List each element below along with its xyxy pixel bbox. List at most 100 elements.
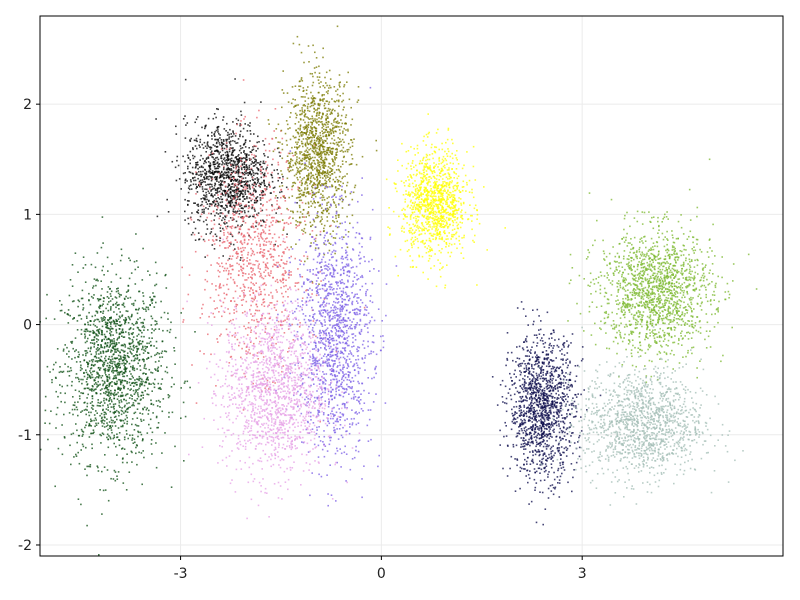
- data-point: [96, 326, 98, 328]
- data-point: [92, 297, 94, 299]
- data-point: [108, 376, 111, 378]
- data-point: [97, 330, 100, 333]
- data-point: [257, 265, 260, 267]
- data-point: [195, 193, 197, 195]
- data-point: [317, 135, 319, 138]
- data-point: [307, 169, 309, 171]
- data-point: [311, 202, 314, 205]
- data-point: [300, 51, 303, 54]
- data-point: [226, 202, 229, 205]
- data-point: [119, 351, 121, 354]
- data-point: [89, 424, 91, 427]
- data-point: [186, 154, 189, 156]
- data-point: [335, 121, 338, 124]
- data-point: [246, 215, 249, 218]
- data-point: [204, 198, 207, 201]
- data-point: [340, 125, 343, 128]
- data-point: [171, 376, 173, 379]
- data-point: [250, 199, 252, 202]
- data-point: [314, 183, 317, 186]
- data-point: [238, 228, 241, 230]
- data-point: [219, 143, 221, 146]
- data-point: [55, 361, 57, 364]
- data-point: [101, 318, 103, 321]
- data-point: [221, 201, 224, 203]
- data-point: [229, 217, 232, 219]
- data-point: [113, 392, 116, 394]
- data-point: [316, 286, 318, 289]
- data-point: [168, 416, 170, 418]
- data-point: [113, 338, 115, 340]
- data-point: [271, 336, 273, 339]
- data-point: [351, 145, 354, 147]
- data-point: [337, 187, 339, 190]
- data-point: [117, 287, 119, 290]
- data-point: [131, 461, 133, 463]
- data-point: [245, 346, 248, 348]
- data-point: [132, 442, 135, 444]
- data-point: [299, 192, 302, 195]
- data-point: [254, 221, 257, 223]
- data-point: [86, 340, 88, 343]
- data-point: [197, 205, 200, 207]
- data-point: [161, 452, 163, 454]
- data-point: [93, 294, 95, 296]
- data-point: [95, 348, 98, 350]
- data-point: [216, 192, 218, 194]
- data-point: [71, 342, 73, 344]
- data-point: [240, 257, 242, 259]
- data-point: [126, 382, 128, 385]
- data-point: [306, 154, 309, 157]
- data-point: [233, 133, 235, 135]
- data-point: [110, 427, 112, 429]
- data-point: [237, 119, 240, 122]
- data-point: [68, 370, 71, 373]
- data-point: [258, 222, 261, 225]
- data-point: [334, 148, 337, 151]
- data-point: [325, 117, 327, 120]
- data-point: [257, 232, 260, 235]
- data-point: [322, 85, 325, 87]
- data-point: [301, 168, 304, 171]
- data-point: [102, 384, 104, 387]
- data-point: [82, 307, 85, 309]
- data-point: [314, 202, 316, 204]
- data-point: [109, 329, 111, 332]
- data-point: [124, 404, 126, 407]
- data-point: [318, 283, 320, 285]
- data-point: [320, 150, 323, 153]
- data-point: [312, 130, 314, 133]
- data-point: [227, 212, 230, 214]
- data-point: [263, 153, 265, 155]
- data-point: [147, 308, 150, 311]
- data-point: [268, 240, 270, 243]
- data-point: [210, 353, 212, 356]
- data-point: [218, 163, 221, 165]
- data-point: [301, 157, 304, 160]
- data-point: [315, 143, 317, 146]
- data-point: [268, 214, 271, 216]
- data-point: [297, 104, 299, 106]
- data-point: [239, 210, 241, 212]
- data-point: [219, 265, 221, 267]
- data-point: [237, 162, 239, 165]
- data-point: [331, 410, 333, 412]
- data-point: [288, 276, 290, 279]
- data-point: [314, 195, 317, 198]
- data-point: [219, 174, 222, 176]
- data-point: [119, 419, 121, 421]
- data-point: [214, 188, 217, 191]
- data-point: [107, 424, 109, 426]
- data-point: [208, 166, 211, 168]
- data-point: [133, 355, 136, 357]
- data-point: [73, 404, 76, 407]
- data-point: [287, 168, 289, 171]
- data-point: [244, 294, 247, 297]
- data-point: [311, 98, 314, 100]
- data-point: [234, 78, 236, 80]
- data-point: [272, 220, 274, 222]
- data-point: [114, 389, 116, 391]
- data-point: [298, 135, 301, 138]
- data-point: [324, 156, 327, 159]
- data-point: [271, 295, 274, 297]
